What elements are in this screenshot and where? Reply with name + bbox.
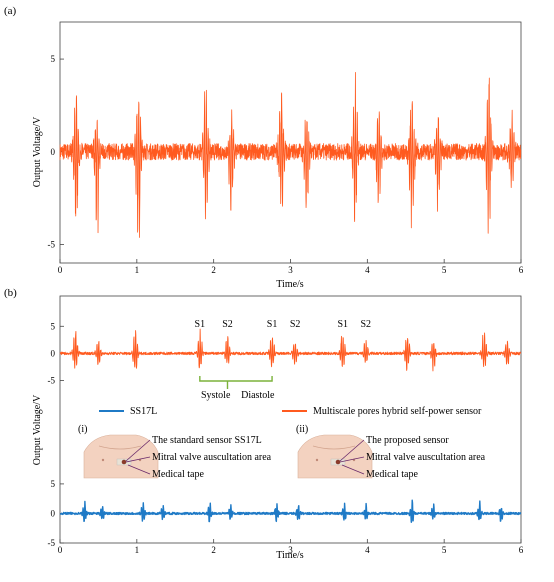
panel-b-upper-ytick-label: 0 [51,348,56,358]
panel-a-xtick-label: 1 [135,265,140,275]
panel-a-xlabel: Time/s [276,279,304,290]
panel-b-lower-ytick-label: -5 [48,538,56,548]
inset-ii-tape-label: Medical tape [366,469,418,480]
panel-b-lower-trace [59,499,522,523]
series-a-trace [59,71,522,238]
panel-a-axes: 0 1 2 3 4 5 6 5 0 -5 [48,21,524,275]
panel-a-xtick-label: 4 [365,265,370,275]
legend: SS17L Multiscale pores hybrid self-power… [99,406,482,417]
systole-label: Systole [201,390,231,401]
inset-ii-sensor [335,459,341,465]
panel-b-upper-ytick-label: 5 [51,321,56,331]
inset-i-area-label: Mitral valve auscultation area [152,452,272,463]
inset-i-tape-label: Medical tape [152,469,204,480]
legend-label-ss17l: SS17L [130,406,157,417]
panel-b-xtick-label: 2 [211,545,216,555]
panel-b-xlabel: Time/s [276,550,304,561]
panel-a-xtick-label: 6 [519,265,524,275]
peak-label-s2: S2 [222,319,233,330]
panel-b-upper-ytick-label: -5 [48,376,56,386]
panel-a-plot-area [59,71,522,238]
panel-b-label: (b) [4,287,17,299]
inset-i-torso-photo [83,434,159,479]
peak-label-s2: S2 [290,319,301,330]
legend-label-hybrid-sensor: Multiscale pores hybrid self-power senso… [313,406,482,417]
phase-bracket: Systole Diastole [199,376,275,401]
panel-a-xtick-label: 3 [288,265,293,275]
peak-label-s1: S1 [195,319,206,330]
panel-b-xtick-label: 4 [365,545,370,555]
panel-b-peak-labels: S1 S2 S1 S2 S1 S2 [195,319,372,330]
inset-i-sensor-label: The standard sensor SS17L [152,435,262,446]
panel-b-xtick-label: 1 [135,545,140,555]
panel-a-ylabel: Output Voltage/V [32,116,43,187]
inset-ii-area-label: Mitral valve auscultation area [366,452,486,463]
panel-b-lower-ytick-label: 0 [51,508,56,518]
panel-b-xtick-label: 5 [442,545,447,555]
series-b-hybrid-trace [59,328,522,372]
systole-diastole-bracket [199,376,273,389]
panel-a-ytick-label: 0 [51,147,56,157]
diastole-label: Diastole [241,390,275,401]
panel-b-frame [59,295,522,544]
inset-ii-sensor-label: The proposed sensor [366,435,449,446]
panel-b-xtick-label: 0 [58,545,63,555]
panel-a-label: (a) [4,5,17,17]
peak-label-s1: S1 [337,319,348,330]
inset-i: (i) The standard sensor SS17L Mitral val… [78,424,272,480]
panel-b-upper-trace [59,328,522,372]
panel-b-lower-ytick-label: 5 [51,479,56,489]
panel-a-xtick-label: 5 [442,265,447,275]
panel-a-ytick-label: -5 [48,239,56,249]
panel-a-xtick-label: 2 [211,265,216,275]
peak-label-s2: S2 [361,319,372,330]
panel-a-xticks: 0 1 2 3 4 5 6 [58,259,524,275]
panel-b-xtick-label: 3 [288,545,293,555]
inset-i-sensor [121,459,127,465]
inset-ii-torso-photo [297,434,373,479]
inset-ii-label: (ii) [296,424,308,435]
inset-ii: (ii) The proposed sensor Mitral valve au… [296,424,486,480]
panel-b-xtick-label: 6 [519,545,524,555]
panel-b-ylabel: Output Voltage/V [32,394,43,465]
panel-a-ytick-label: 5 [51,54,56,64]
series-b-ss17l-trace [59,499,522,523]
peak-label-s1: S1 [267,319,278,330]
panel-a-frame [59,21,522,264]
panel-a-xtick-label: 0 [58,265,63,275]
panel-b-xticks: 0 1 2 3 4 5 6 [58,539,524,555]
inset-i-label: (i) [78,424,87,435]
